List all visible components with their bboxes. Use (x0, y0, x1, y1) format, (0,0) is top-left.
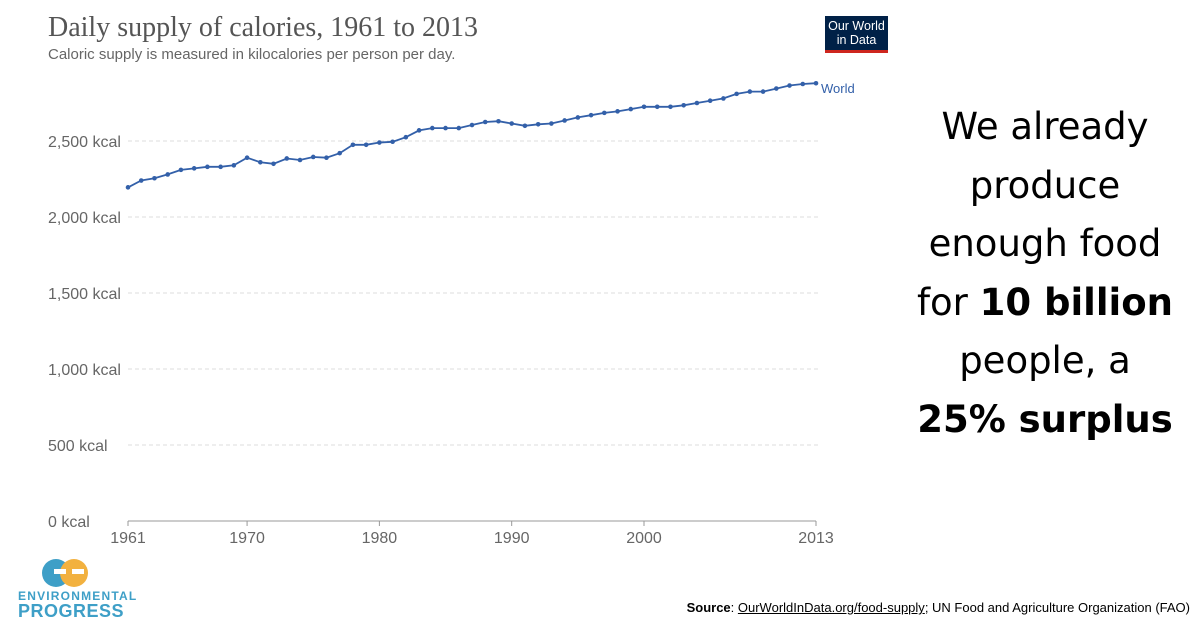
data-point (456, 125, 462, 131)
data-point (324, 155, 329, 161)
data-point (218, 164, 223, 170)
data-point (549, 121, 554, 126)
series-line-world (127, 82, 817, 189)
data-point (734, 91, 739, 97)
data-point (615, 109, 620, 114)
logo-line-2: in Data (836, 33, 877, 47)
data-point (707, 98, 713, 104)
y-tick-label: 2,000 kcal (48, 210, 121, 227)
x-tick-label: 1961 (110, 530, 146, 547)
brand-line-1: ENVIRONMENTAL (18, 589, 138, 603)
data-point (138, 178, 144, 183)
x-tick-label: 1970 (229, 530, 265, 547)
data-point (813, 80, 819, 86)
headline-line-5: people, a (959, 339, 1131, 382)
our-world-in-data-logo[interactable]: Our World in Data (825, 16, 888, 53)
y-tick-label: 500 kcal (48, 438, 108, 455)
x-tick-label: 1990 (494, 530, 530, 547)
data-point (800, 81, 806, 87)
data-point (310, 154, 316, 160)
data-point (628, 106, 634, 112)
y-tick-label: 1,500 kcal (48, 286, 121, 303)
data-point (681, 102, 686, 108)
line-chart: 0 kcal 500 kcal 1,000 kcal 1,500 kcal 2,000 … (48, 80, 855, 547)
y-tick-label: 0 kcal (48, 514, 90, 531)
data-point (258, 159, 263, 165)
data-point (496, 118, 501, 124)
data-point (297, 157, 303, 163)
data-point (152, 175, 157, 181)
headline-line-3: enough food (928, 222, 1162, 265)
y-tick-label: 2,500 kcal (48, 134, 121, 151)
data-point (416, 128, 422, 133)
data-point (363, 142, 369, 148)
x-tick-label: 2013 (798, 530, 834, 547)
source-link[interactable]: OurWorldInData.org/food-supply (737, 600, 925, 615)
data-point (337, 150, 342, 156)
headline-highlight-surplus: 25% surplus (917, 397, 1173, 441)
data-point (165, 172, 170, 177)
data-point (562, 118, 567, 123)
data-point (575, 115, 581, 120)
headline-line-6: 25% surplus (905, 391, 1185, 450)
chart-subtitle: Caloric supply is measured in kilocalori… (48, 46, 456, 63)
x-tick-label: 2000 (626, 530, 662, 547)
headline-text: We already produce enough food for 10 bi… (905, 98, 1185, 449)
data-point (602, 110, 607, 116)
data-point (721, 96, 726, 101)
data-point (377, 140, 382, 145)
chart-title: Daily supply of calories, 1961 to 2013 (48, 12, 479, 43)
data-point (760, 89, 766, 94)
data-point (430, 125, 435, 131)
source-rest: ; UN Food and Agriculture Organization (… (924, 600, 1190, 615)
source-separator: : (730, 600, 738, 615)
data-point (350, 142, 356, 148)
data-point (271, 161, 276, 167)
data-point (668, 104, 673, 110)
data-point (205, 164, 210, 170)
data-point (390, 139, 395, 145)
data-point (509, 121, 514, 126)
data-point (403, 134, 409, 140)
environmental-progress-logo-icon (42, 559, 88, 587)
data-point (469, 122, 475, 128)
data-point (284, 156, 290, 161)
data-point (588, 112, 594, 118)
data-point (694, 100, 700, 106)
headline-highlight-billion: 10 billion (979, 280, 1173, 324)
series-label-world: World (821, 81, 855, 96)
brand-line-2: PROGRESS (18, 601, 125, 621)
data-point (125, 185, 131, 190)
data-point (244, 155, 250, 161)
data-point (535, 121, 541, 127)
data-point (787, 83, 792, 88)
data-point (654, 104, 660, 110)
data-point (482, 119, 488, 125)
data-point (178, 167, 184, 173)
data-point (641, 104, 647, 110)
data-point (231, 163, 237, 168)
headline-line-4: for 10 billion (905, 274, 1185, 333)
logo-line-1: Our World (828, 19, 885, 33)
data-point (443, 125, 448, 131)
headline-line-1: We already (941, 105, 1149, 148)
data-point (774, 86, 779, 91)
source-label: Source (686, 600, 731, 615)
data-point (747, 89, 753, 94)
headline-line-4-pre: for (917, 280, 980, 324)
headline-line-2: produce (969, 163, 1121, 207)
data-point (522, 123, 528, 129)
source-note: Source: OurWorldInData.org/food-supply; … (687, 600, 1190, 615)
y-tick-label: 1,000 kcal (48, 362, 121, 379)
data-point (191, 166, 197, 171)
x-tick-label: 1980 (362, 530, 398, 547)
